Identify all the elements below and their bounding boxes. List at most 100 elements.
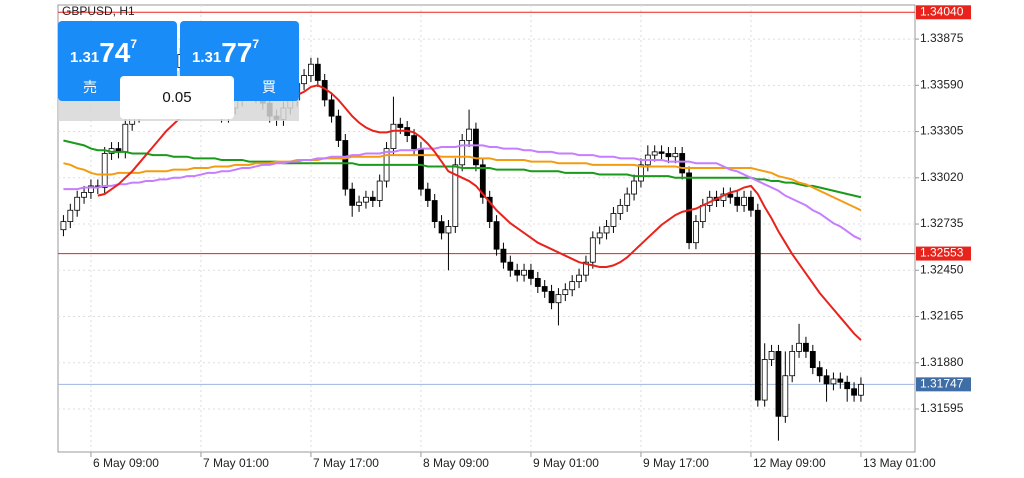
candle-body	[397, 123, 404, 128]
price-label: 1.31747	[920, 377, 964, 391]
price-sup: 7	[252, 37, 260, 51]
candle-body	[479, 164, 486, 198]
candle-body	[768, 351, 775, 360]
candle-body	[81, 191, 87, 198]
candle-body	[411, 135, 417, 149]
candle-body	[851, 388, 857, 396]
candle-body	[459, 140, 466, 166]
y-tick-label: 1.31880	[920, 355, 964, 369]
y-tick-label: 1.33590	[920, 77, 964, 91]
candle-body	[562, 289, 569, 296]
candle-body	[823, 375, 830, 385]
candle-body	[651, 151, 658, 156]
x-tick-label: 6 May 09:00	[93, 456, 159, 470]
candle-body	[734, 196, 741, 206]
candle-body	[830, 378, 837, 385]
price-label-box	[916, 377, 971, 392]
candle-body	[693, 221, 699, 244]
candle-body	[789, 351, 796, 377]
x-tick-label: 12 May 09:00	[753, 456, 826, 470]
candle-body	[837, 378, 844, 383]
candle-body	[438, 221, 445, 234]
candle-body	[493, 221, 500, 250]
price-main: 74	[99, 37, 131, 68]
candle-body	[844, 381, 851, 390]
candle-body	[686, 172, 692, 244]
price-prefix: 1.31	[192, 49, 222, 66]
candle-body	[754, 209, 761, 401]
candle-body	[314, 63, 321, 81]
candle-body	[60, 221, 67, 231]
y-tick-label: 1.32165	[920, 309, 964, 323]
candle-body	[858, 383, 864, 396]
sell-price: 1.31747	[70, 37, 137, 69]
sell-label: 売	[83, 79, 97, 95]
candle-body	[74, 196, 81, 211]
candle-body	[679, 153, 686, 174]
candle-body	[596, 232, 603, 239]
candle-body	[514, 269, 521, 276]
price-main: 77	[221, 37, 253, 68]
x-tick-label: 9 May 17:00	[643, 456, 709, 470]
sell-button[interactable]: 1.31747 売	[58, 21, 177, 101]
price-sup: 7	[130, 37, 138, 51]
x-tick-label: 7 May 01:00	[203, 456, 269, 470]
candle-body	[638, 164, 644, 182]
candle-body	[782, 375, 789, 417]
candle-body	[672, 153, 679, 158]
candle-body	[624, 193, 631, 206]
candle-body	[528, 269, 534, 279]
ma-line	[63, 139, 862, 199]
lot-input[interactable]: 0.05	[120, 76, 234, 119]
x-tick-label: 9 May 01:00	[533, 456, 599, 470]
candle-body	[576, 274, 582, 283]
candle-body	[308, 63, 314, 76]
candle-body	[803, 342, 809, 352]
candle-body	[473, 128, 479, 166]
candle-body	[369, 196, 376, 201]
buy-price: 1.31777	[192, 37, 259, 69]
candle-body	[342, 140, 349, 190]
candle-body	[665, 153, 672, 158]
axes: 1.33875 1.33590 1.33305 1.33020 1.32735 1.324…	[90, 4, 971, 470]
candle-body	[809, 351, 816, 369]
y-tick-label: 1.31595	[920, 401, 964, 415]
candle-body	[452, 164, 459, 227]
candle-body	[500, 248, 507, 263]
candle-body	[816, 367, 823, 377]
candle-body	[67, 209, 74, 223]
candle-body	[699, 204, 706, 223]
price-label-box	[916, 5, 971, 20]
candle-body	[555, 294, 562, 304]
x-tick-label: 8 May 09:00	[423, 456, 489, 470]
candle-body	[617, 204, 624, 214]
candle-body	[88, 185, 94, 193]
candle-body	[122, 123, 129, 153]
candle-body	[101, 153, 108, 188]
candle-body	[363, 196, 369, 203]
candle-body	[521, 269, 527, 276]
x-tick-label: 7 May 17:00	[313, 456, 379, 470]
y-tick-label: 1.32735	[920, 216, 964, 230]
buy-label: 買	[262, 79, 276, 95]
candle-body	[796, 342, 802, 352]
candle-body	[349, 188, 356, 206]
candle-body	[445, 226, 452, 234]
price-label: 1.32553	[920, 246, 964, 260]
price-label: 1.34040	[920, 4, 964, 18]
candle-body	[424, 188, 431, 201]
candle-body	[507, 261, 514, 271]
candle-body	[589, 237, 596, 263]
candle-body	[603, 226, 610, 234]
candle-body	[431, 200, 438, 223]
candle-body	[486, 196, 493, 223]
candle-body	[541, 286, 548, 292]
candle-body	[466, 128, 472, 141]
candle-body	[658, 151, 665, 154]
candle-body	[748, 196, 754, 211]
y-tick-label: 1.33305	[920, 124, 964, 138]
candle-body	[631, 180, 637, 195]
candle-body	[390, 123, 397, 149]
candle-body	[356, 201, 362, 206]
y-tick-label: 1.33875	[920, 31, 964, 45]
